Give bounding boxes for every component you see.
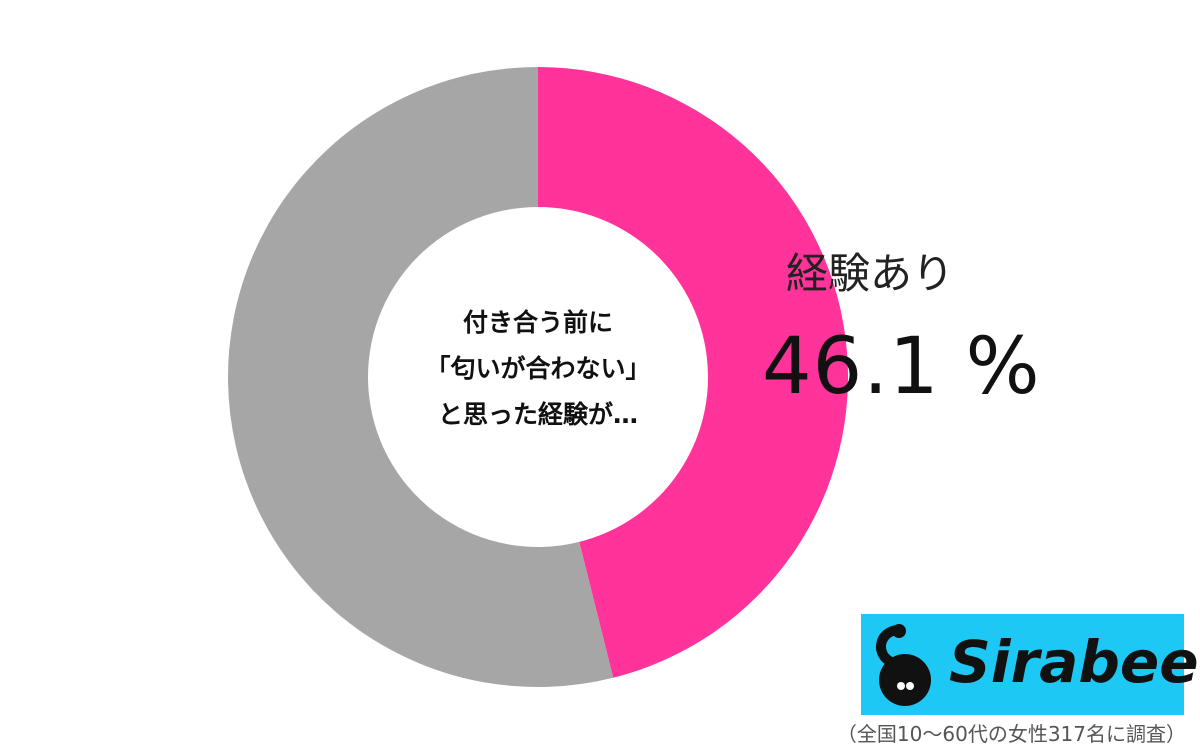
sirabee-mascot-icon (876, 624, 931, 706)
donut-slice-1 (227, 67, 614, 687)
center-line-2: 「匂いが合わない」 (425, 354, 651, 383)
sirabee-logo: Sirabee (861, 614, 1199, 715)
footnote: （全国10～60代の女性317名に調査） (836, 722, 1186, 746)
center-text: 付き合う前に 「匂いが合わない」 と思った経験が… (368, 300, 708, 438)
center-line-3: と思った経験が… (437, 400, 638, 429)
donut-slice-0 (538, 67, 848, 678)
slice-label: 経験あり (786, 249, 955, 298)
center-line-1: 付き合う前に (462, 308, 613, 337)
logo-text: Sirabee (949, 628, 1199, 696)
slice-value-label: 46.1 % (762, 322, 1041, 412)
